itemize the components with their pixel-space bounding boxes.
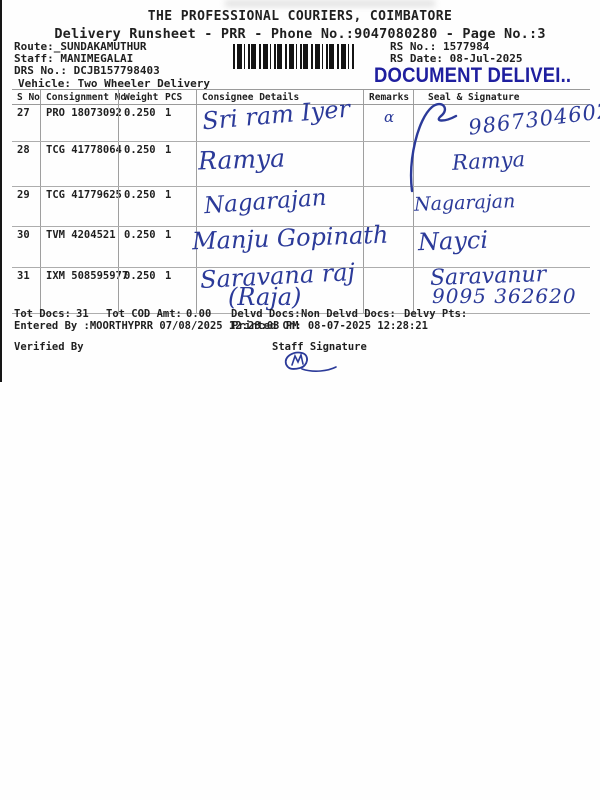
handwritten-phone: 9095 362620 xyxy=(432,284,577,308)
cell-weight: 0.250 xyxy=(118,142,160,186)
delvd-docs-label: Delvd Docs: xyxy=(231,308,301,320)
company-title: THE PROFESSIONAL COURIERS, COIMBATORE xyxy=(147,9,453,24)
handwritten-seal-signature: Nagarajan xyxy=(413,190,516,216)
header-consignee-details: Consignee Details xyxy=(196,90,363,104)
cell-weight: 0.250 xyxy=(118,105,160,141)
cell-consignee xyxy=(196,142,363,186)
cell-weight: 0.250 xyxy=(118,187,160,226)
table-row: 29 TCG 41779625 0.250 1 xyxy=(12,187,590,227)
table-row: 27 PRO 18073092 0.250 1 xyxy=(12,105,590,142)
cell-pcs: 1 xyxy=(165,189,172,201)
tot-docs-label: Tot Docs: xyxy=(14,308,71,320)
cell-consignment-no: IXM 508595977 xyxy=(40,268,128,313)
barcode-icon xyxy=(233,44,355,69)
document-delivered-stamp: DOCUMENT DELIVEI.. xyxy=(374,64,572,87)
cell-pcs: 1 xyxy=(165,229,172,241)
vehicle-label: Vehicle: Two Wheeler Delivery xyxy=(18,77,211,90)
handwritten-consignee-line2: (Raja) xyxy=(228,283,302,311)
rs-no-label: RS No.: 1577984 xyxy=(390,40,490,53)
staff-signature-icon xyxy=(284,351,337,372)
handwritten-seal-signature: Nayci xyxy=(417,225,489,257)
cell-s-no: 28 xyxy=(17,144,30,156)
cell-weight: 0.250 xyxy=(118,268,160,313)
cell-s-no: 27 xyxy=(17,107,30,119)
header-remarks: Remarks xyxy=(363,90,413,104)
table-row: 28 TCG 41778064 0.250 1 xyxy=(12,142,590,187)
cell-consignment-no: TCG 41779625 xyxy=(40,187,122,226)
cell-s-no: 29 xyxy=(17,189,30,201)
cell-consignee xyxy=(196,227,363,267)
drs-no-label: DRS No.: DCJB157798403 xyxy=(14,64,160,77)
runsheet-subtitle: Delivery Runsheet - PRR - Phone No.:9047… xyxy=(54,26,546,42)
tot-cod-value: 0.00 xyxy=(186,308,212,320)
scan-smudge xyxy=(225,0,435,7)
cell-seal xyxy=(413,227,590,267)
cell-consignment-no: TCG 41778064 xyxy=(40,142,122,186)
cell-weight: 0.250 xyxy=(118,227,160,267)
rs-date-label: RS Date: 08-Jul-2025 xyxy=(390,52,523,65)
header-weight: Weight xyxy=(118,90,160,104)
table-row: 31 IXM 508595977 0.250 1 xyxy=(12,268,590,314)
cell-s-no: 31 xyxy=(17,270,30,282)
header-consignment-no: Consignment No xyxy=(40,90,126,104)
cell-pcs: 1 xyxy=(165,107,172,119)
tot-docs-value: 31 xyxy=(76,308,89,320)
cell-seal xyxy=(413,105,590,141)
route-label: Route:_SUNDAKAMUTHUR xyxy=(14,40,147,53)
handwritten-consignee: Ramya xyxy=(197,143,286,176)
cell-s-no: 30 xyxy=(17,229,30,241)
cell-consignee xyxy=(196,187,363,226)
staff-signature-label: Staff Signature xyxy=(272,341,367,353)
handwritten-remark-mark: α xyxy=(384,108,395,126)
cell-consignment-no: PRO 18073092 xyxy=(40,105,122,141)
delvy-pts-label: Delvy Pts: xyxy=(404,308,468,320)
runsheet-table: S No Consignment No Weight PCS Consignee… xyxy=(12,89,590,314)
handwritten-seal-signature: Ramya xyxy=(451,147,526,175)
verified-by-label: Verified By xyxy=(14,341,84,353)
cell-remarks xyxy=(363,268,413,313)
cell-seal xyxy=(413,268,590,313)
handwritten-consignee: Manju Gopinath xyxy=(191,220,389,256)
cell-remarks xyxy=(363,105,413,141)
non-delvd-docs-label: Non Delvd Docs: xyxy=(301,308,396,320)
cell-pcs: 1 xyxy=(165,144,172,156)
cell-pcs: 1 xyxy=(165,270,172,282)
table-row: 30 TVM 4204521 0.250 1 xyxy=(12,227,590,268)
cell-remarks xyxy=(363,187,413,226)
entered-by-label: Entered By :MOORTHYPRR 07/08/2025 12:28:… xyxy=(14,320,299,332)
header-pcs: PCS xyxy=(165,92,183,103)
header-s-no: S No xyxy=(17,92,40,103)
tot-cod-label: Tot COD Amt: xyxy=(106,308,182,320)
signature-flourish-icon xyxy=(410,102,458,193)
cell-remarks xyxy=(363,227,413,267)
cell-consignee xyxy=(196,105,363,141)
printed-on-label: Printed On: 08-07-2025 12:28:21 xyxy=(232,320,428,332)
cell-seal xyxy=(413,142,590,186)
cell-consignment-no: TVM 4204521 xyxy=(40,227,118,267)
scan-edge-artifact xyxy=(0,0,2,382)
cell-consignee xyxy=(196,268,363,313)
header-seal-signature: Seal & Signature xyxy=(413,90,590,104)
table-header-row: S No Consignment No Weight PCS Consignee… xyxy=(12,90,590,105)
staff-label: Staff: MANIMEGALAI xyxy=(14,52,134,65)
cell-seal xyxy=(413,187,590,226)
cell-remarks xyxy=(363,142,413,186)
